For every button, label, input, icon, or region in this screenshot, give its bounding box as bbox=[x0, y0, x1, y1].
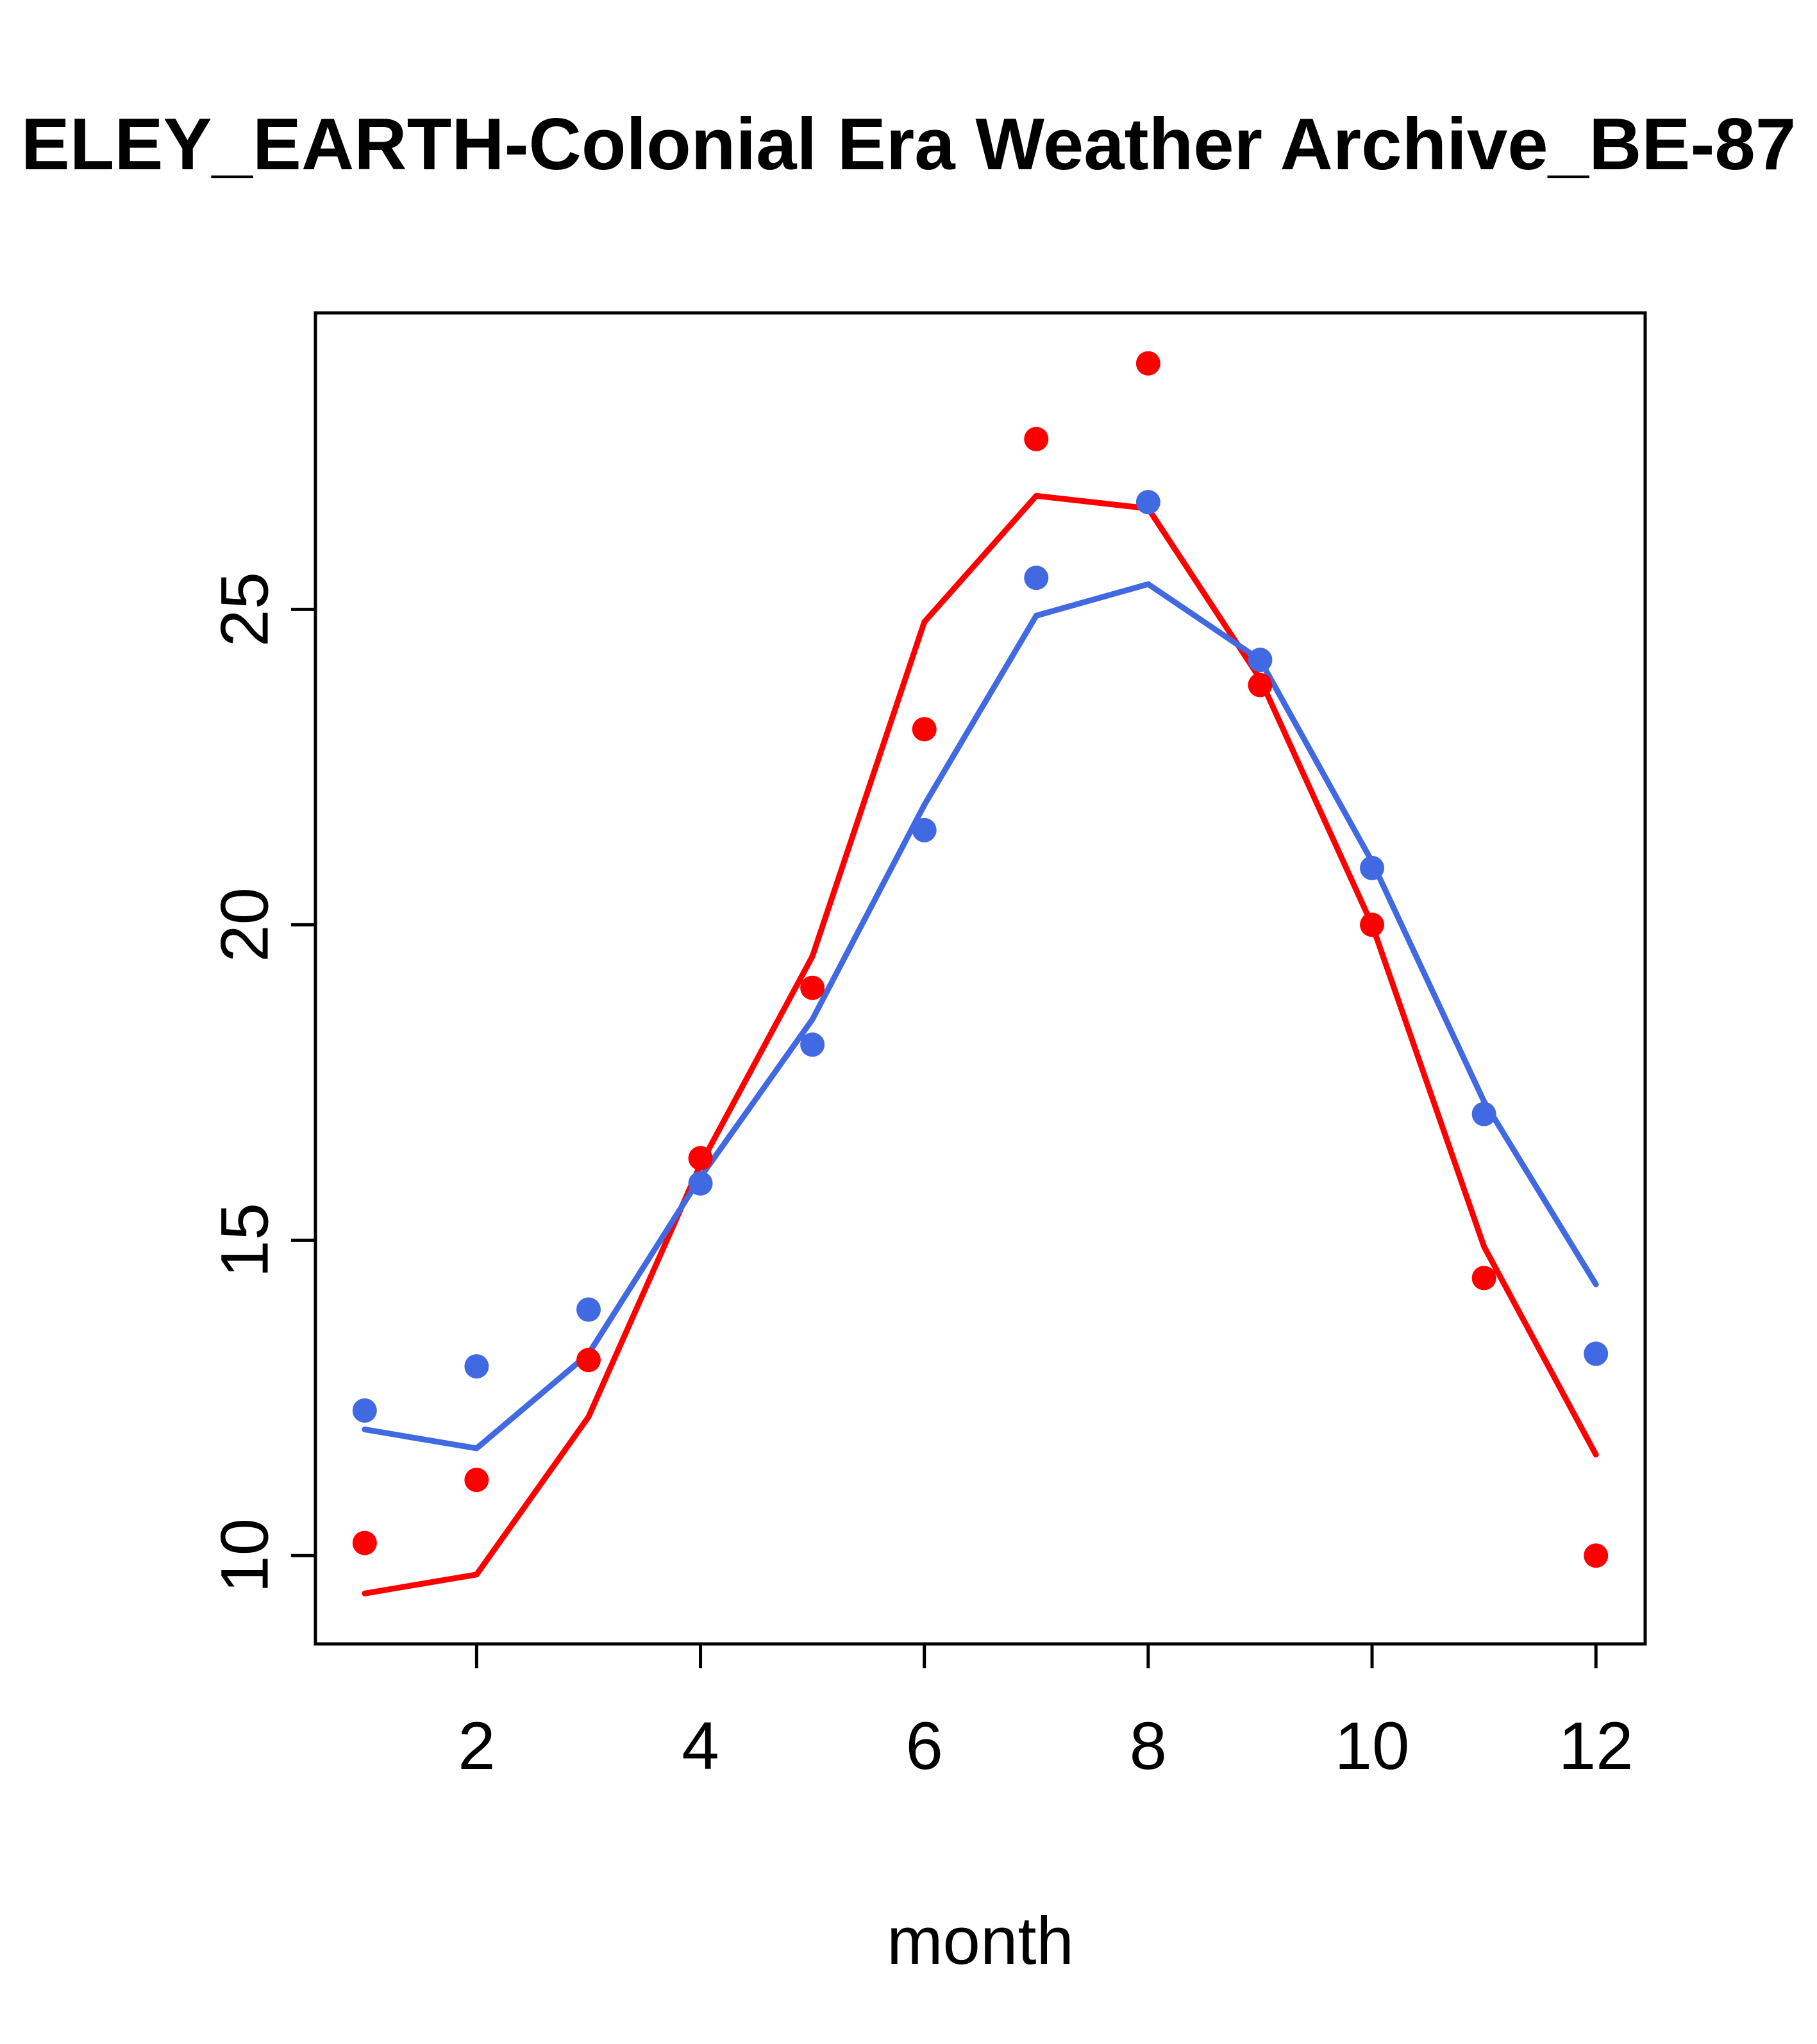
blue-points-point bbox=[576, 1297, 601, 1322]
chart-title: ELEY_EARTH-Colonial Era Weather Archive_… bbox=[21, 104, 1796, 185]
blue-points-point bbox=[1584, 1341, 1609, 1366]
red-points-point bbox=[576, 1348, 601, 1373]
x-tick-label: 2 bbox=[458, 1709, 495, 1784]
red-points-point bbox=[464, 1468, 489, 1493]
red-points-point bbox=[1024, 426, 1049, 451]
blue-points-point bbox=[1471, 1102, 1496, 1127]
y-tick-label: 25 bbox=[208, 572, 283, 647]
red-points-point bbox=[1135, 351, 1160, 376]
blue-points-point bbox=[1248, 648, 1273, 673]
x-tick-label: 10 bbox=[1335, 1709, 1410, 1784]
blue-points-point bbox=[912, 817, 937, 842]
y-tick-label: 20 bbox=[208, 887, 283, 962]
plot-box bbox=[314, 311, 1647, 1646]
x-tick-label: 8 bbox=[1130, 1709, 1167, 1784]
blue-points-point bbox=[688, 1171, 713, 1196]
red-line bbox=[362, 492, 1599, 1596]
blue-points-point bbox=[1024, 565, 1049, 591]
red-points-point bbox=[1584, 1543, 1609, 1568]
blue-points-point bbox=[1360, 855, 1385, 880]
red-points-point bbox=[688, 1146, 713, 1171]
blue-points-point bbox=[464, 1354, 489, 1379]
blue-points-point bbox=[1135, 490, 1160, 515]
x-tick-label: 12 bbox=[1559, 1709, 1634, 1784]
blue-points-point bbox=[352, 1398, 377, 1423]
red-points-point bbox=[352, 1530, 377, 1555]
red-points-point bbox=[912, 717, 937, 742]
x-tick-label: 6 bbox=[906, 1709, 943, 1784]
red-points-point bbox=[1360, 912, 1385, 937]
y-tick-label: 10 bbox=[208, 1518, 283, 1593]
x-tick-label: 4 bbox=[682, 1709, 719, 1784]
x-axis-label: month bbox=[887, 1904, 1074, 1979]
red-points-point bbox=[1248, 673, 1273, 698]
y-tick-label: 15 bbox=[208, 1203, 283, 1278]
blue-line bbox=[362, 581, 1599, 1452]
red-points-point bbox=[1471, 1266, 1496, 1291]
red-points-point bbox=[800, 975, 825, 1000]
blue-points-point bbox=[800, 1032, 825, 1057]
